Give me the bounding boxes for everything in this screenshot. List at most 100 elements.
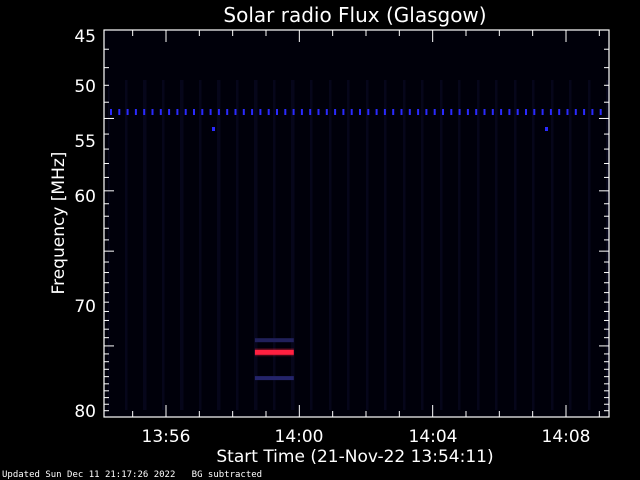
y-tick-label: 55 [74, 132, 96, 152]
background-streak [293, 80, 295, 410]
marker-dot [500, 109, 503, 115]
x-tick-label: 14:08 [542, 427, 591, 447]
marker-dot [334, 109, 337, 115]
marker-dot [212, 127, 215, 131]
marker-dot [375, 109, 378, 115]
plot-background [104, 30, 609, 417]
marker-dot [392, 109, 395, 115]
x-axis-label: Start Time (21-Nov-22 13:54:11) [216, 447, 493, 467]
background-streak [181, 80, 183, 410]
x-tick-label: 13:56 [142, 427, 191, 447]
marker-dot [558, 109, 561, 115]
marker-dot [168, 109, 171, 115]
marker-dot [110, 109, 112, 115]
marker-dot [525, 109, 527, 115]
marker-dot [126, 109, 129, 115]
background-streak [569, 80, 571, 410]
background-streak [126, 80, 128, 410]
marker-dot [342, 109, 345, 115]
background-streak [459, 80, 461, 410]
faint-band [254, 338, 294, 343]
marker-dot [359, 109, 361, 115]
background-streak [329, 80, 331, 410]
marker-dot [433, 109, 436, 115]
burst-glow [254, 348, 294, 357]
x-tick-label: 14:00 [275, 427, 324, 447]
marker-dot [159, 109, 162, 115]
background-streak [551, 80, 553, 410]
marker-dot [367, 109, 370, 115]
background-streak [273, 80, 275, 410]
background-streak [478, 80, 480, 410]
background-streak [421, 80, 423, 410]
faint-band [254, 376, 294, 381]
background-streak [552, 80, 554, 410]
chart-title: Solar radio Flux (Glasgow) [223, 3, 486, 27]
marker-dot [251, 109, 254, 115]
background-streak [495, 80, 497, 410]
marker-dot [566, 109, 569, 115]
marker-dot [442, 109, 444, 115]
background-streak [403, 80, 405, 410]
marker-dot [317, 109, 320, 115]
marker-dot [284, 109, 287, 115]
marker-dot [184, 109, 187, 115]
marker-dot [417, 109, 420, 115]
background-streak [347, 80, 349, 410]
y-axis: 45 50 55 60 70 80 [74, 27, 96, 422]
background-streak [108, 80, 110, 410]
background-streak [441, 80, 443, 410]
background-streak [514, 80, 516, 410]
marker-dot [176, 109, 179, 115]
x-axis: 13:56 14:00 14:04 14:08 [142, 427, 591, 447]
marker-dot [201, 109, 204, 115]
marker-dot [276, 109, 278, 115]
background-streak [163, 80, 165, 410]
background-streak [440, 80, 442, 410]
y-axis-label: Frequency [MHz] [49, 152, 69, 295]
marker-dot [234, 109, 237, 115]
marker-dot [450, 109, 453, 115]
footer-status: Updated Sun Dec 11 21:17:26 2022 BG subt… [2, 470, 262, 480]
background-streak [254, 80, 256, 410]
background-streak [182, 80, 184, 410]
background-streak [532, 80, 534, 410]
marker-dot [533, 109, 536, 115]
background-streak [496, 80, 498, 410]
background-streak [125, 80, 127, 410]
y-tick-label: 60 [74, 187, 96, 207]
y-tick-label: 80 [74, 402, 96, 422]
marker-dot [383, 109, 386, 115]
marker-dot [350, 109, 353, 115]
plot-area [103, 29, 610, 418]
marker-dot [193, 109, 195, 115]
marker-dot [134, 109, 137, 115]
background-streak [588, 80, 590, 410]
marker-dot [151, 109, 154, 115]
marker-dot [408, 109, 411, 115]
marker-dot [300, 109, 303, 115]
marker-dot [118, 109, 121, 115]
background-streak [422, 80, 424, 410]
marker-dot [545, 127, 548, 131]
marker-dot [209, 109, 212, 115]
marker-dot [226, 109, 229, 115]
marker-dot [483, 109, 486, 115]
x-tick-label: 14:04 [409, 427, 458, 447]
background-streak [533, 80, 535, 410]
background-streak [292, 80, 294, 410]
background-streak [589, 80, 591, 410]
marker-dot [583, 109, 586, 115]
marker-dot [309, 109, 312, 115]
background-streak [330, 80, 332, 410]
background-streak [236, 80, 238, 410]
background-streak [200, 80, 202, 410]
background-streak [515, 80, 517, 410]
background-streak [144, 80, 146, 410]
y-tick-label: 45 [74, 27, 96, 47]
marker-dot [143, 109, 146, 115]
y-tick-label: 70 [74, 297, 96, 317]
background-streak [199, 80, 201, 410]
y-tick-label: 50 [74, 77, 96, 97]
background-streak [311, 80, 313, 410]
